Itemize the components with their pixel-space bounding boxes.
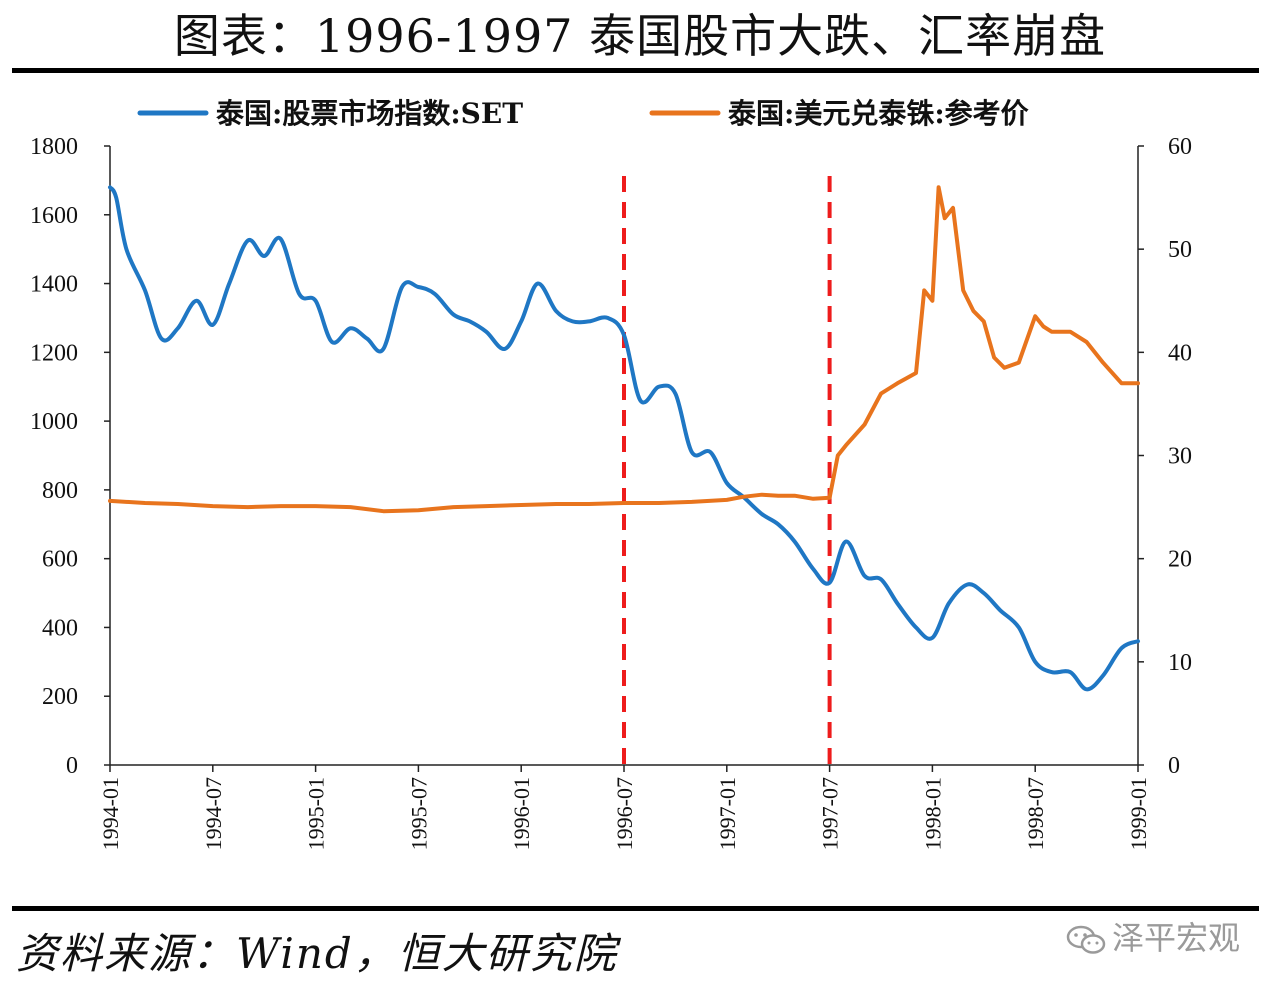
axes: 0 200 400 600 800 1000 1200 1400 1600 1800 0 10 20 30…	[30, 134, 1192, 850]
series-group	[108, 185, 1140, 692]
y-left-tick-label: 1200	[30, 340, 78, 366]
y-left-tick-label: 1400	[30, 272, 78, 298]
x-tick-label: 1995-01	[304, 777, 329, 850]
reference-lines	[622, 176, 832, 765]
x-tick-label: 1999-01	[1126, 777, 1151, 850]
x-tick-label: 1994-07	[201, 777, 226, 850]
y-left-tick-label: 1800	[30, 134, 78, 160]
x-tick-label: 1994-01	[98, 777, 123, 850]
x-tick-label: 1996-07	[612, 777, 637, 850]
y-left-tick-label: 0	[66, 753, 78, 779]
x-tick-label: 1997-07	[818, 777, 843, 850]
top-rule	[12, 68, 1259, 73]
x-tick-label: 1996-01	[509, 777, 534, 850]
y-right-tick-label: 50	[1168, 237, 1192, 263]
bottom-rule	[12, 906, 1259, 911]
y-right-tick-label: 30	[1168, 444, 1192, 470]
set-index-line	[108, 185, 1140, 692]
y-right-tick-label: 20	[1168, 547, 1192, 573]
usd-thb-line	[108, 185, 1140, 514]
y-left-tick-label: 200	[42, 684, 78, 710]
y-right-tick-label: 0	[1168, 753, 1180, 779]
watermark: 泽平宏观	[1066, 918, 1240, 958]
y-left-tick-label: 800	[42, 478, 78, 504]
chart-title: 图表：1996-1997 泰国股市大跌、汇率崩盘	[173, 9, 1107, 63]
y-right-tick-label: 60	[1168, 134, 1192, 160]
x-tick-label: 1998-07	[1023, 777, 1048, 850]
y-left-tick-label: 1600	[30, 203, 78, 229]
legend-label-set: 泰国:股票市场指数:SET	[216, 97, 523, 130]
x-tick-label: 1995-07	[406, 777, 431, 850]
y-left-tick-label: 1000	[30, 409, 78, 435]
source-note: 资料来源：Wind，恒大研究院	[16, 929, 618, 978]
x-tick-label: 1997-01	[715, 777, 740, 850]
legend-label-fx: 泰国:美元兑泰铢:参考价	[728, 97, 1030, 130]
y-left-tick-label: 400	[42, 615, 78, 641]
wechat-icon	[1066, 925, 1106, 954]
y-right-tick-label: 40	[1168, 340, 1192, 366]
legend: 泰国:股票市场指数:SET 泰国:美元兑泰铢:参考价	[137, 97, 1030, 130]
y-right-tick-label: 10	[1168, 650, 1192, 676]
y-left-tick-label: 600	[42, 547, 78, 573]
watermark-text: 泽平宏观	[1112, 919, 1241, 957]
x-tick-label: 1998-01	[920, 777, 945, 850]
